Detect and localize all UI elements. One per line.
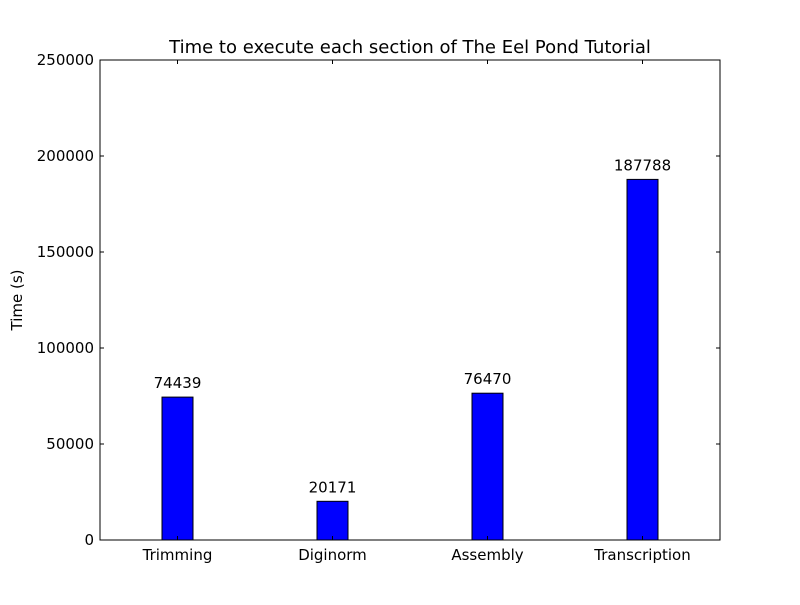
- x-tick-label: Diginorm: [298, 546, 367, 564]
- data-label: 76470: [464, 370, 512, 388]
- y-tick-label: 50000: [46, 435, 94, 453]
- x-tick-label: Assembly: [451, 546, 523, 564]
- data-labels-layer: 74439 20171 76470 187788: [154, 156, 671, 496]
- bar-trimming: [161, 396, 194, 541]
- bar-transcription: [626, 178, 659, 541]
- y-tick-label: 0: [84, 531, 94, 549]
- data-label: 20171: [309, 478, 357, 496]
- bar-assembly: [471, 392, 504, 541]
- y-tick-label: 250000: [37, 51, 94, 69]
- y-tick-label: 200000: [37, 147, 94, 165]
- plot-frame: [99, 59, 721, 541]
- y-tick-label: 100000: [37, 339, 94, 357]
- y-tick-label: 150000: [37, 243, 94, 261]
- data-label: 74439: [154, 374, 202, 392]
- bars-layer: [161, 178, 659, 541]
- bar-diginorm: [316, 500, 349, 541]
- x-tick-label: Transcription: [593, 546, 690, 564]
- x-tick-label: Trimming: [142, 546, 213, 564]
- y-axis-label: Time (s): [8, 270, 26, 332]
- axis-ticks: Trimming Diginorm Assembly Transcription 0 50…: [37, 51, 720, 564]
- chart-title: Time to execute each section of The Eel …: [168, 37, 651, 58]
- data-label: 187788: [614, 156, 671, 174]
